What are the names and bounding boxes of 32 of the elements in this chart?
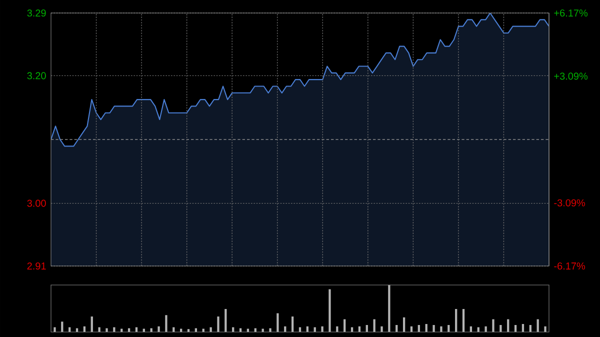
bar — [321, 326, 324, 332]
bar — [276, 313, 279, 332]
y-tick-label: 3.29 — [27, 9, 46, 17]
bar — [224, 308, 227, 332]
bar — [90, 316, 93, 332]
bar — [462, 308, 465, 332]
bar — [106, 328, 108, 332]
bar — [380, 326, 383, 332]
y2-tick-label: -3.09% — [554, 199, 586, 206]
bar — [98, 327, 100, 332]
bar — [455, 308, 458, 332]
bar — [484, 326, 487, 332]
bar — [432, 324, 435, 332]
y2-tick-label: +3.09% — [554, 72, 588, 80]
bar — [165, 315, 168, 332]
y-tick-label: 3.20 — [27, 72, 46, 80]
bar — [492, 319, 494, 332]
y2-tick-label: +6.17% — [554, 9, 588, 17]
bar — [440, 326, 442, 332]
y-tick-label: 3.00 — [27, 200, 46, 207]
bar — [402, 317, 406, 332]
bar — [158, 326, 160, 332]
bar — [328, 289, 331, 332]
bar — [61, 322, 64, 332]
y-tick-label: 2.91 — [27, 262, 46, 270]
y2-tick-label: -6.17% — [554, 262, 586, 270]
bar — [269, 328, 272, 332]
bar — [210, 327, 212, 332]
bar — [544, 326, 546, 332]
bar — [291, 316, 294, 332]
bar — [217, 316, 220, 332]
bar — [388, 284, 390, 332]
